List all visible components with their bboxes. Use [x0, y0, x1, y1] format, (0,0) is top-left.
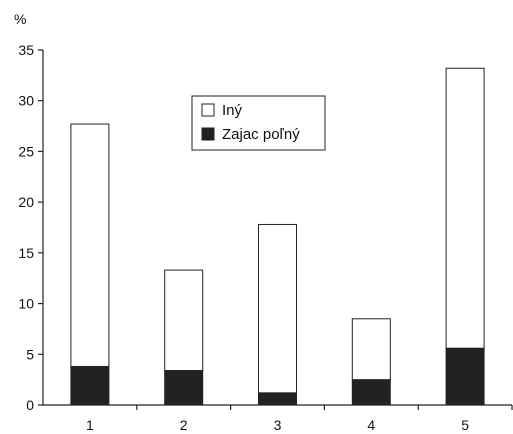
- y-tick-label-0: 0: [26, 397, 34, 413]
- x-tick-label-5: 5: [461, 417, 469, 433]
- x-tick-label-1: 1: [86, 417, 94, 433]
- axes-group: 0 5 10 15 20 25 30 35 1 2 3 4 5: [18, 42, 513, 433]
- bar-iny-1: [70, 123, 110, 367]
- y-tick-label-20: 20: [18, 194, 34, 210]
- y-tick-label-35: 35: [18, 42, 34, 58]
- bar-zajac-1: [70, 365, 110, 406]
- x-tick-label-4: 4: [367, 417, 375, 433]
- legend: Iný Zajac poľný: [191, 95, 326, 151]
- legend-label-zajac: Zajac poľný: [222, 126, 300, 143]
- y-tick-label-30: 30: [18, 93, 34, 109]
- y-tick-label-5: 5: [26, 346, 34, 362]
- bar-iny-4: [351, 318, 391, 381]
- bar-zajac-4: [351, 379, 391, 406]
- bar-iny-2: [164, 269, 204, 372]
- legend-swatch-zajac: [201, 127, 215, 141]
- bars-group: [70, 67, 485, 406]
- y-tick-label-15: 15: [18, 245, 34, 261]
- bar-zajac-3: [258, 392, 297, 406]
- x-tick-label-2: 2: [180, 417, 188, 433]
- x-tick-label-3: 3: [274, 417, 282, 433]
- y-tick-label-10: 10: [18, 296, 34, 312]
- bar-zajac-2: [164, 370, 204, 406]
- legend-swatch-iny: [201, 103, 215, 117]
- y-axis-unit-label: %: [14, 11, 26, 27]
- y-tick-label-25: 25: [18, 143, 34, 159]
- bar-zajac-5: [445, 347, 485, 406]
- bar-iny-5: [445, 67, 485, 349]
- legend-label-iny: Iný: [222, 102, 243, 119]
- bar-iny-3: [258, 223, 297, 394]
